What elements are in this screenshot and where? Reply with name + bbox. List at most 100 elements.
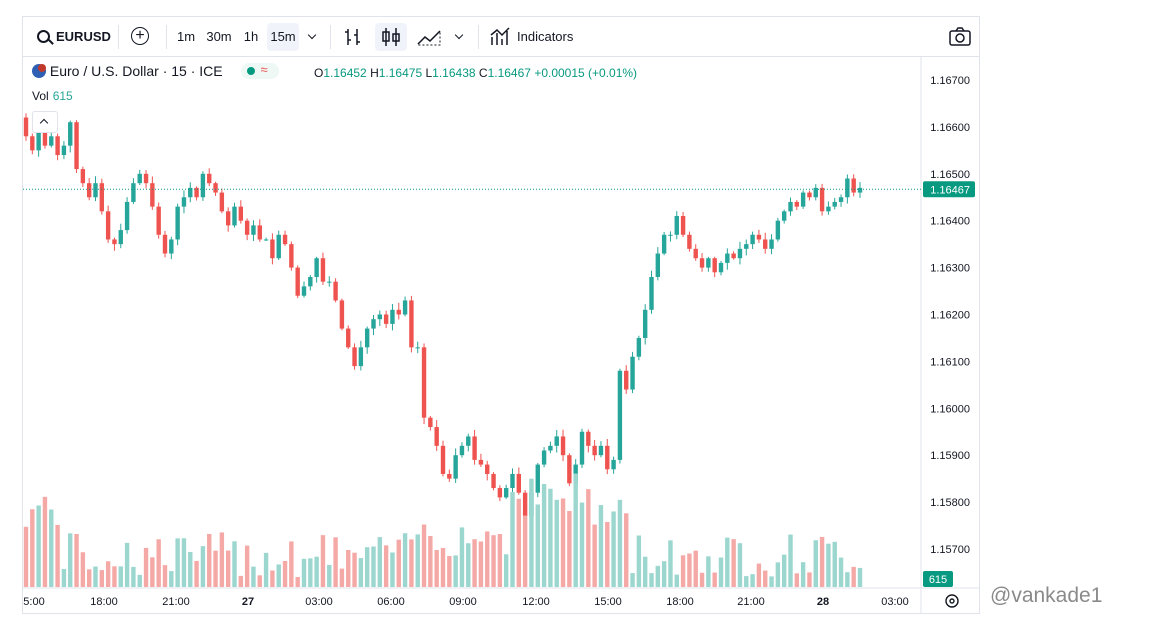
- status-badge[interactable]: ≈: [240, 62, 279, 79]
- candle-body: [99, 183, 105, 212]
- interval-1m[interactable]: 1m: [176, 29, 196, 44]
- candle-body: [693, 248, 698, 259]
- candle-body: [800, 192, 806, 207]
- volume-bar: [80, 552, 86, 587]
- volume-bar: [225, 550, 231, 587]
- candle-body: [137, 173, 142, 184]
- candle-body: [611, 459, 616, 470]
- candle-body: [459, 445, 465, 456]
- candle-body: [447, 473, 452, 479]
- candle-body: [434, 427, 439, 446]
- candle-body: [485, 464, 490, 474]
- volume-bar: [409, 539, 414, 587]
- area-style-button[interactable]: [415, 23, 445, 51]
- candle-body: [598, 445, 604, 456]
- volume-bar: [503, 554, 509, 587]
- volume-bar: [535, 504, 540, 587]
- volume-bar: [592, 524, 597, 587]
- volume-bar: [624, 513, 629, 587]
- candle-body: [207, 173, 212, 184]
- eur-usd-flag-icon: [32, 64, 46, 78]
- market-open-dot-icon: [246, 67, 255, 75]
- candle-body: [257, 225, 262, 240]
- volume-bar: [282, 560, 288, 587]
- volume-bar: [838, 557, 844, 587]
- candle-body: [377, 314, 383, 320]
- candle-body: [23, 117, 29, 137]
- volume-value: 615: [52, 89, 73, 103]
- volume-bar: [150, 557, 155, 587]
- price-tick-label: 1.15700: [930, 544, 970, 556]
- last-volume-label: 615: [929, 574, 947, 586]
- volume-bar: [750, 574, 755, 587]
- candle-body: [181, 197, 187, 207]
- candle-body: [112, 239, 117, 245]
- volume-bar: [586, 489, 591, 587]
- watermark: @vankade1: [990, 584, 1103, 607]
- volume-bar: [301, 558, 307, 587]
- candle-body: [124, 201, 130, 231]
- volume-bar: [813, 540, 818, 587]
- settings-icon: [945, 594, 959, 608]
- volume-bar: [346, 549, 351, 587]
- time-tick-label: 21:00: [737, 596, 765, 608]
- interval-15m[interactable]: 15m: [267, 23, 299, 51]
- volume-bar: [162, 565, 168, 587]
- volume-bar: [788, 534, 793, 587]
- interval-30m[interactable]: 30m: [206, 29, 232, 44]
- symbol-search-button[interactable]: EURUSD: [31, 23, 113, 51]
- candle-body: [731, 253, 736, 259]
- volume-bar: [390, 552, 395, 587]
- candle-body: [200, 173, 206, 198]
- compare-button[interactable]: +: [129, 23, 155, 51]
- candle-body: [642, 309, 648, 338]
- ohlc-values: O1.16452 H1.16475 L1.16438 C1.16467 +0.0…: [314, 66, 638, 80]
- candlestick-icon: [382, 28, 400, 46]
- candle-body: [661, 234, 667, 254]
- candle-body: [668, 234, 673, 236]
- candle-body: [213, 183, 218, 193]
- time-axis-settings-button[interactable]: [943, 592, 961, 610]
- candle-body: [522, 492, 528, 517]
- volume-bar: [86, 569, 92, 587]
- volume-bar: [497, 534, 503, 587]
- candle-body: [712, 258, 717, 273]
- screenshot-button[interactable]: [946, 23, 974, 51]
- candle-body: [535, 464, 540, 493]
- volume-bar: [358, 558, 364, 587]
- volume-bar: [769, 576, 774, 587]
- volume-bar: [579, 502, 585, 587]
- legend-title[interactable]: Euro / U.S. Dollar · 15 · ICE: [49, 63, 223, 79]
- candle-style-button[interactable]: [375, 23, 407, 51]
- volume-bar: [118, 566, 123, 587]
- last-volume-tag: [923, 571, 953, 587]
- candle-body: [567, 455, 572, 484]
- area-chart-icon: [417, 29, 441, 46]
- candle-body: [491, 473, 496, 489]
- indicators-button[interactable]: Indicators: [487, 23, 587, 51]
- candle-body: [270, 239, 275, 259]
- volume-bar: [845, 572, 850, 587]
- volume-bar: [156, 539, 161, 587]
- price-tick-label: 1.16600: [930, 122, 970, 134]
- volume-bar: [617, 499, 623, 587]
- volume-bar: [516, 498, 522, 587]
- collapse-legend-button[interactable]: [32, 111, 58, 133]
- volume-bar: [23, 526, 29, 587]
- time-tick-label: 12:00: [522, 596, 550, 608]
- time-tick-label: 15:00: [594, 596, 622, 608]
- volume-bar: [826, 543, 831, 587]
- volume-bar: [207, 533, 212, 587]
- candle-body: [219, 192, 225, 212]
- volume-bar: [725, 537, 730, 587]
- volume-bar: [466, 543, 471, 587]
- candle-body: [358, 347, 364, 367]
- bar-style-button[interactable]: [339, 23, 367, 51]
- interval-1h[interactable]: 1h: [243, 29, 259, 44]
- candle-body: [105, 211, 111, 240]
- candle-body: [352, 347, 357, 367]
- indicators-icon: [490, 27, 510, 45]
- candle-body: [80, 169, 86, 184]
- candle-body: [131, 183, 136, 202]
